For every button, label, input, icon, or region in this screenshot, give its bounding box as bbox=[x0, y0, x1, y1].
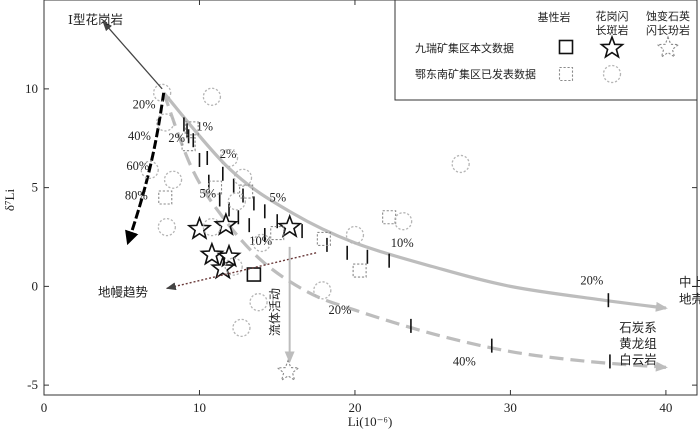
granite-arrow bbox=[102, 20, 163, 90]
pct-label-upper-3: 10% bbox=[391, 236, 414, 250]
point-square-dashed-3-1 bbox=[181, 137, 196, 152]
point-circle-dashed-4-4 bbox=[163, 170, 183, 189]
mantle-arrow bbox=[165, 252, 317, 291]
point-circle-dashed-4-6 bbox=[202, 217, 222, 237]
point-circle-dashed-4-15 bbox=[393, 212, 413, 231]
pct-label-lower-4: 40% bbox=[453, 354, 476, 368]
point-square-dashed-3-8 bbox=[184, 121, 199, 136]
legend-col-porphyry-1: 花岗闪 bbox=[596, 9, 629, 23]
point-circle-dashed-4-12 bbox=[252, 233, 271, 253]
point-star-dashed-2-0 bbox=[276, 358, 301, 382]
point-circle-dashed-4-8 bbox=[227, 192, 246, 211]
point-circle-dashed-4-10 bbox=[249, 293, 268, 312]
lower-end-label-1: 黄龙组 bbox=[619, 336, 657, 351]
y-tick-label-0: 0 bbox=[32, 278, 39, 293]
point-star-solid-1-2 bbox=[277, 213, 303, 238]
pct-label-lower-0: 2% bbox=[168, 131, 185, 145]
lower-end-label-0: 石炭系 bbox=[619, 320, 657, 335]
lower-end-label-2: 白云岩 bbox=[619, 352, 657, 367]
point-star-solid-1-5 bbox=[210, 255, 236, 280]
x-tick-label-20: 20 bbox=[348, 400, 361, 415]
legend-symbol-basic-published bbox=[558, 66, 574, 82]
point-square-dashed-3-0 bbox=[158, 190, 173, 205]
x-tick-label-30: 30 bbox=[504, 400, 517, 415]
pct-label-lower-1: 5% bbox=[199, 187, 216, 201]
pct-label-mixing-0: 20% bbox=[133, 98, 156, 112]
legend-symbol-porphyry-this-study bbox=[599, 34, 625, 59]
point-circle-dashed-4-13 bbox=[313, 281, 332, 300]
point-circle-dashed-4-14 bbox=[345, 225, 365, 245]
point-circle-dashed-4-3 bbox=[140, 160, 159, 180]
legend-col-basic: 基性岩 bbox=[538, 10, 571, 24]
point-circle-dashed-4-11 bbox=[232, 318, 251, 338]
curve-dolomite bbox=[162, 92, 668, 372]
granite-label: I型花岗岩 bbox=[68, 12, 123, 27]
legend-row-published: 鄂东南矿集区已发表数据 bbox=[415, 67, 536, 81]
point-circle-dashed-4-0 bbox=[153, 83, 172, 102]
plot-frame bbox=[43, 0, 698, 396]
point-star-solid-1-0 bbox=[186, 215, 213, 240]
x-tick-label-40: 40 bbox=[659, 400, 672, 415]
fluid-label: 流体活动 bbox=[268, 288, 282, 336]
point-square-dashed-3-2 bbox=[207, 180, 223, 195]
point-circle-dashed-4-17 bbox=[219, 148, 239, 168]
legend-col-altered-2: 闪长玢岩 bbox=[646, 23, 690, 37]
mantle-label: 地幔趋势 bbox=[98, 284, 149, 299]
curve-mixing-arrow bbox=[125, 92, 166, 246]
point-circle-dashed-4-1 bbox=[156, 113, 175, 132]
x-tick-label-10: 10 bbox=[193, 400, 206, 415]
point-circle-dashed-4-9 bbox=[224, 257, 243, 276]
pct-label-upper-4: 20% bbox=[580, 273, 603, 287]
pct-label-lower-2: 10% bbox=[249, 234, 272, 248]
upper-end-label-1: 地壳 bbox=[679, 291, 700, 306]
legend-symbol-altered-this-study bbox=[655, 35, 681, 59]
point-star-solid-1-3 bbox=[199, 241, 225, 266]
y-tick-label-10: 10 bbox=[25, 81, 38, 96]
pct-label-mixing-3: 80% bbox=[125, 188, 148, 202]
point-circle-dashed-4-7 bbox=[233, 168, 253, 187]
legend-col-porphyry-2: 长斑岩 bbox=[596, 23, 629, 37]
pct-label-upper-0: 1% bbox=[196, 119, 213, 133]
point-square-dashed-3-4 bbox=[270, 226, 285, 241]
pct-label-upper-1: 2% bbox=[220, 147, 237, 161]
point-square-dashed-3-5 bbox=[316, 231, 331, 247]
point-square-dashed-3-6 bbox=[352, 263, 367, 278]
pct-label-mixing-1: 40% bbox=[128, 129, 151, 143]
pct-label-lower-3: 20% bbox=[329, 303, 352, 317]
y-tick-label--5: -5 bbox=[27, 377, 38, 392]
legend-symbol-basic-this-study bbox=[558, 39, 574, 55]
x-tick-label-0: 0 bbox=[41, 400, 48, 415]
pct-label-upper-2: 5% bbox=[269, 190, 286, 204]
x-axis-title: Li(10⁻⁶) bbox=[348, 414, 393, 429]
point-circle-dashed-4-5 bbox=[157, 217, 176, 237]
point-star-solid-1-1 bbox=[213, 211, 239, 236]
pct-label-mixing-2: 60% bbox=[126, 159, 149, 173]
legend-box bbox=[394, 0, 698, 101]
point-star-solid-1-4 bbox=[216, 243, 242, 268]
point-square-dashed-3-3 bbox=[239, 184, 254, 199]
points-layer bbox=[140, 83, 470, 382]
point-circle-dashed-4-16 bbox=[451, 154, 470, 174]
y-tick-label-5: 5 bbox=[32, 180, 39, 195]
curve-upper-crust bbox=[162, 91, 668, 312]
point-square-dashed-3-7 bbox=[382, 210, 397, 225]
point-circle-dashed-4-2 bbox=[202, 87, 222, 106]
y-axis-title: δ⁷Li bbox=[2, 189, 17, 212]
legend-row-this-study: 九瑞矿集区本文数据 bbox=[415, 41, 514, 55]
legend-col-altered-1: 蚀变石英 bbox=[646, 9, 690, 23]
upper-end-label-0: 中上 bbox=[679, 274, 700, 289]
curves-layer: 1% 2% 5% 10% 20% 2% 5% 10% 20% 40% 20% 40% 60% 80% 中上地… bbox=[125, 91, 700, 372]
legend-symbol-porphyry-published bbox=[602, 64, 622, 84]
legend: 基性岩 花岗闪 长斑岩 蚀变石英 闪长玢岩 九瑞矿集区本文数据 鄂东南矿集区已发… bbox=[394, 0, 698, 101]
point-square-solid-0-0 bbox=[246, 267, 262, 282]
